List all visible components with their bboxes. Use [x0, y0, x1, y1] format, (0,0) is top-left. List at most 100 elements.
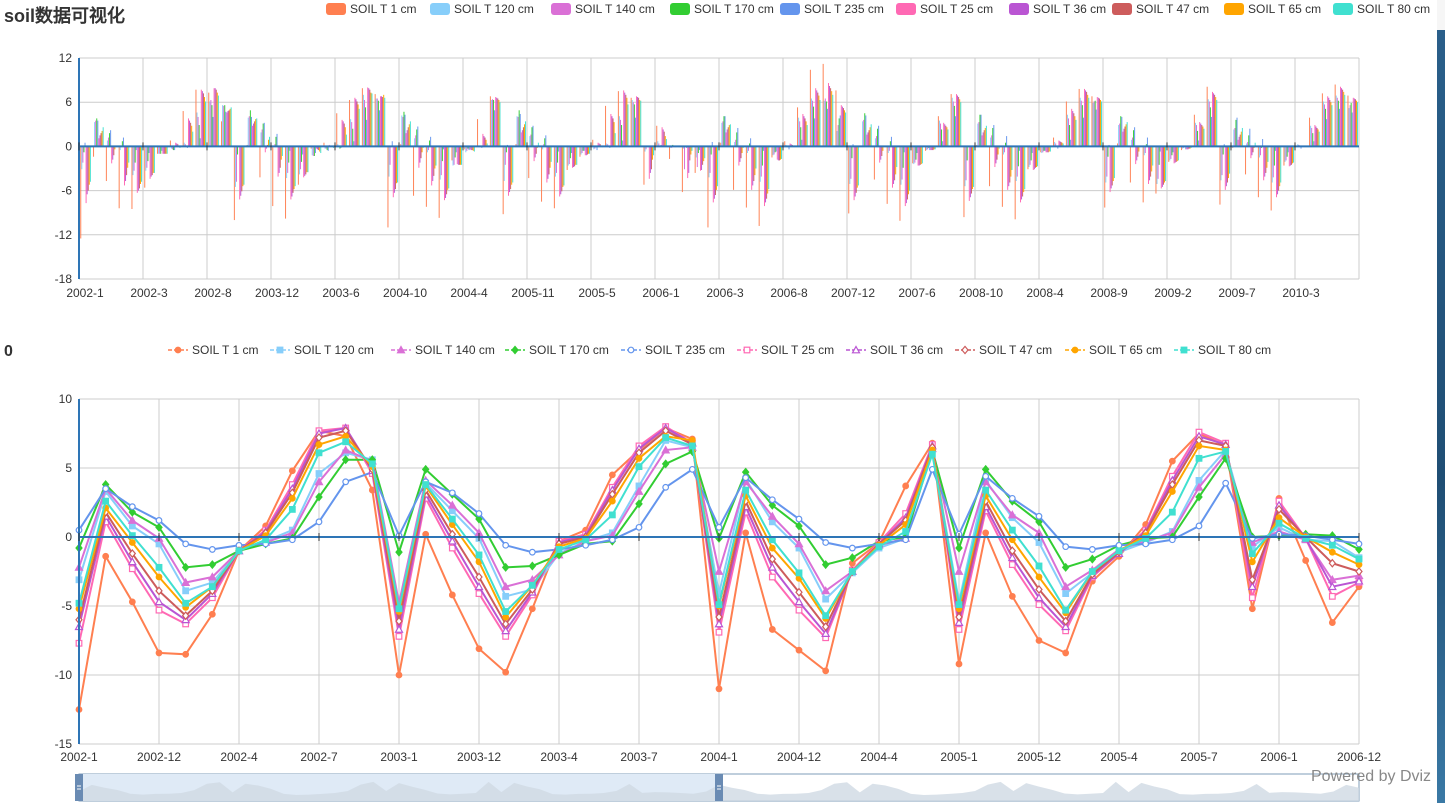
data-point [447, 536, 457, 545]
legend-item[interactable]: SOIL T 170 cm [670, 2, 774, 16]
data-point [1115, 540, 1123, 550]
bar [1073, 113, 1075, 147]
data-point [982, 507, 990, 515]
bar [433, 146, 435, 176]
bar-chart-legend[interactable]: SOIL T 1 cm SOIL T 120 cm SOIL T 140 cm SOI… [326, 2, 1430, 16]
data-point [768, 500, 777, 510]
legend-item[interactable]: SOIL T 120 cm [430, 2, 534, 16]
bar [1353, 98, 1355, 147]
data-point [475, 514, 483, 524]
data-point [208, 610, 216, 618]
bar [930, 146, 932, 151]
bar [1160, 146, 1162, 189]
series-path [78, 426, 1360, 636]
legend-item[interactable]: SOIL T 80 cm [1174, 343, 1271, 357]
bar [1068, 118, 1069, 147]
bar [447, 146, 449, 190]
bar [353, 141, 355, 147]
data-point [635, 499, 643, 509]
legend-item[interactable]: SOIL T 140 cm [391, 343, 495, 357]
bar [650, 146, 652, 170]
bar [755, 146, 757, 169]
bar [1037, 146, 1039, 167]
data-point [448, 544, 456, 552]
bar [303, 146, 305, 178]
data-point [901, 515, 910, 525]
bar [520, 132, 522, 147]
bar [1173, 146, 1175, 164]
legend-item[interactable]: SOIL T 1 cm [168, 343, 258, 357]
bar [249, 110, 251, 147]
data-point [235, 546, 243, 556]
bar [714, 146, 716, 196]
bar [638, 97, 640, 147]
bar [985, 125, 987, 147]
legend-item[interactable]: SOIL T 235 cm [780, 2, 884, 16]
legend-item[interactable]: SOIL T 235 cm [621, 343, 725, 357]
legend-item[interactable]: SOIL T 140 cm [551, 2, 655, 16]
bar [869, 127, 871, 147]
bar [652, 146, 653, 160]
legend-item[interactable]: SOIL T 36 cm [1009, 2, 1106, 16]
data-point [502, 592, 510, 600]
data-point [154, 533, 164, 542]
data-point [74, 621, 84, 631]
data-point [1355, 544, 1363, 554]
bar [505, 146, 507, 153]
line-chart-legend[interactable]: SOIL T 1 cm SOIL T 120 cm SOIL T 140 cm SOI… [168, 343, 1271, 357]
bar [160, 146, 162, 154]
data-zoom-handle-right[interactable] [715, 774, 723, 801]
bar [611, 116, 613, 147]
bar [1142, 146, 1144, 203]
bar [434, 146, 436, 169]
legend-item[interactable]: SOIL T 1 cm [326, 2, 416, 16]
bar [905, 146, 907, 204]
legend-item[interactable]: SOIL T 80 cm [1333, 2, 1430, 16]
bar [1246, 143, 1248, 147]
legend-item[interactable]: SOIL T 36 cm [846, 343, 943, 357]
bar [432, 146, 434, 182]
bar [803, 116, 805, 147]
legend-item[interactable]: SOIL T 47 cm [1112, 2, 1209, 16]
bar [311, 146, 313, 156]
bar [556, 146, 557, 173]
data-zoom-slider[interactable] [75, 773, 1360, 802]
bar [1084, 88, 1085, 147]
data-point [848, 553, 857, 563]
data-point [342, 432, 350, 440]
bar-chart-grid [78, 57, 1360, 280]
data-point [661, 426, 670, 436]
legend-item[interactable]: SOIL T 65 cm [1224, 2, 1321, 16]
bar [1280, 146, 1282, 183]
legend-item[interactable]: SOIL T 65 cm [1065, 343, 1162, 357]
legend-item[interactable]: SOIL T 47 cm [955, 343, 1052, 357]
bar [1265, 146, 1267, 173]
legend-label: SOIL T 235 cm [804, 2, 884, 16]
line-chart-grid [78, 398, 1360, 745]
legend-label: SOIL T 140 cm [575, 2, 655, 16]
data-point [1115, 547, 1123, 555]
data-point [235, 547, 243, 555]
bar [288, 146, 290, 163]
bar [1199, 122, 1201, 147]
legend-item[interactable]: SOIL T 25 cm [737, 343, 834, 357]
bar [592, 139, 594, 147]
data-point [262, 522, 270, 530]
data-zoom-handle-left[interactable] [75, 774, 83, 801]
data-point [235, 541, 243, 549]
legend-item[interactable]: SOIL T 25 cm [896, 2, 993, 16]
data-point [848, 569, 856, 577]
bar [250, 116, 252, 147]
bar [1121, 116, 1123, 147]
data-point [662, 423, 670, 430]
legend-item[interactable]: SOIL T 170 cm [505, 343, 609, 357]
data-point [768, 544, 776, 552]
bar [867, 132, 869, 147]
data-point [1328, 536, 1336, 544]
data-point [902, 510, 910, 517]
data-point [448, 591, 456, 599]
bar [1133, 130, 1135, 147]
legend-item[interactable]: SOIL T 120 cm [270, 343, 374, 357]
x-tick-label: 2005-7 [1180, 750, 1218, 764]
bar [916, 146, 918, 154]
